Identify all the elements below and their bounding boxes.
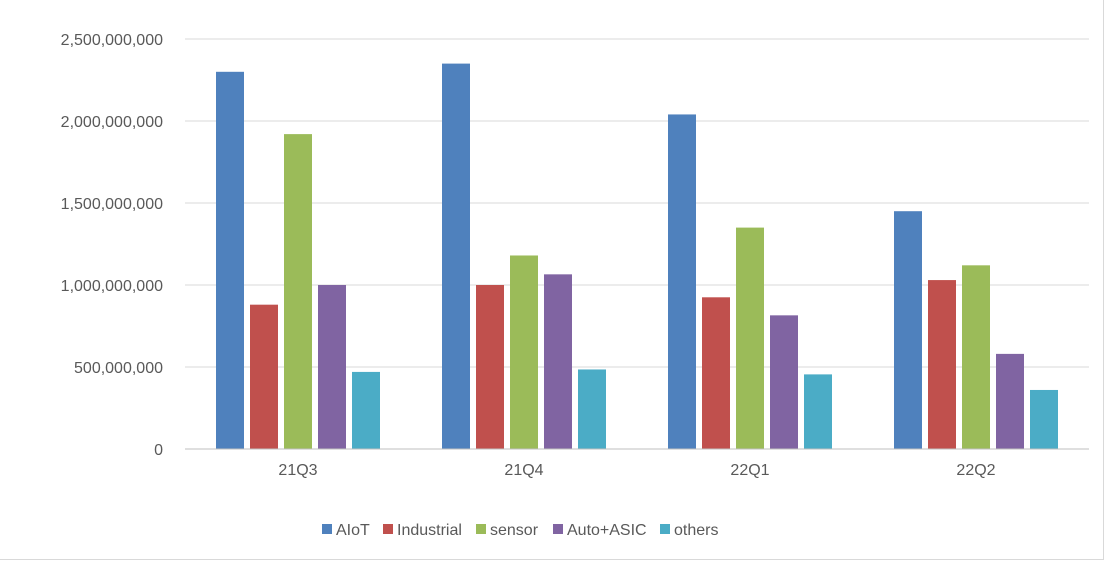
bar-auto-asic-22q2 <box>996 353 1024 449</box>
bar-others-21q4 <box>578 369 606 449</box>
bar-aiot-22q1 <box>668 114 696 449</box>
legend-label: others <box>674 522 718 539</box>
y-tick-label: 500,000,000 <box>74 360 163 377</box>
x-category-label: 22Q1 <box>730 462 769 479</box>
bar-auto-asic-21q3 <box>318 285 346 449</box>
y-tick-label: 2,500,000,000 <box>61 32 163 49</box>
bar-auto-asic-21q4 <box>544 274 572 449</box>
bar-auto-asic-22q1 <box>770 315 798 449</box>
bar-industrial-22q2 <box>928 280 956 449</box>
x-category-label: 21Q3 <box>278 462 317 479</box>
bar-sensor-21q4 <box>510 255 538 449</box>
bar-industrial-22q1 <box>702 297 730 449</box>
y-tick-label: 1,000,000,000 <box>61 278 163 295</box>
legend-swatch <box>322 524 332 534</box>
legend-label: AIoT <box>336 522 370 539</box>
y-tick-label: 2,000,000,000 <box>61 114 163 131</box>
legend-swatch <box>660 524 670 534</box>
legend-swatch <box>383 524 393 534</box>
y-axis-ticks: 0 500,000,000 1,000,000,000 1,500,000,000 2,… <box>61 32 163 459</box>
legend-label: Industrial <box>397 522 462 539</box>
bar-others-21q3 <box>352 371 380 449</box>
legend-swatch <box>553 524 563 534</box>
legend: AIoT Industrial sensor Auto+ASIC others <box>322 522 718 539</box>
x-category-label: 22Q2 <box>956 462 995 479</box>
legend-label: sensor <box>490 522 539 539</box>
bar-industrial-21q3 <box>250 304 278 449</box>
legend-swatch <box>476 524 486 534</box>
x-axis-categories: 21Q3 21Q4 22Q1 22Q2 <box>278 462 995 479</box>
bar-others-22q2 <box>1030 389 1058 449</box>
bar-sensor-21q3 <box>284 134 312 449</box>
bars <box>216 63 1058 450</box>
x-category-label: 21Q4 <box>504 462 543 479</box>
bar-sensor-22q2 <box>962 265 990 449</box>
bar-aiot-21q4 <box>442 63 470 449</box>
bar-aiot-22q2 <box>894 211 922 449</box>
bar-others-22q1 <box>804 374 832 449</box>
legend-label: Auto+ASIC <box>567 522 647 539</box>
y-tick-label: 0 <box>154 442 163 459</box>
bar-aiot-21q3 <box>216 71 244 450</box>
bar-industrial-21q4 <box>476 285 504 449</box>
bar-sensor-22q1 <box>736 227 764 449</box>
y-tick-label: 1,500,000,000 <box>61 196 163 213</box>
